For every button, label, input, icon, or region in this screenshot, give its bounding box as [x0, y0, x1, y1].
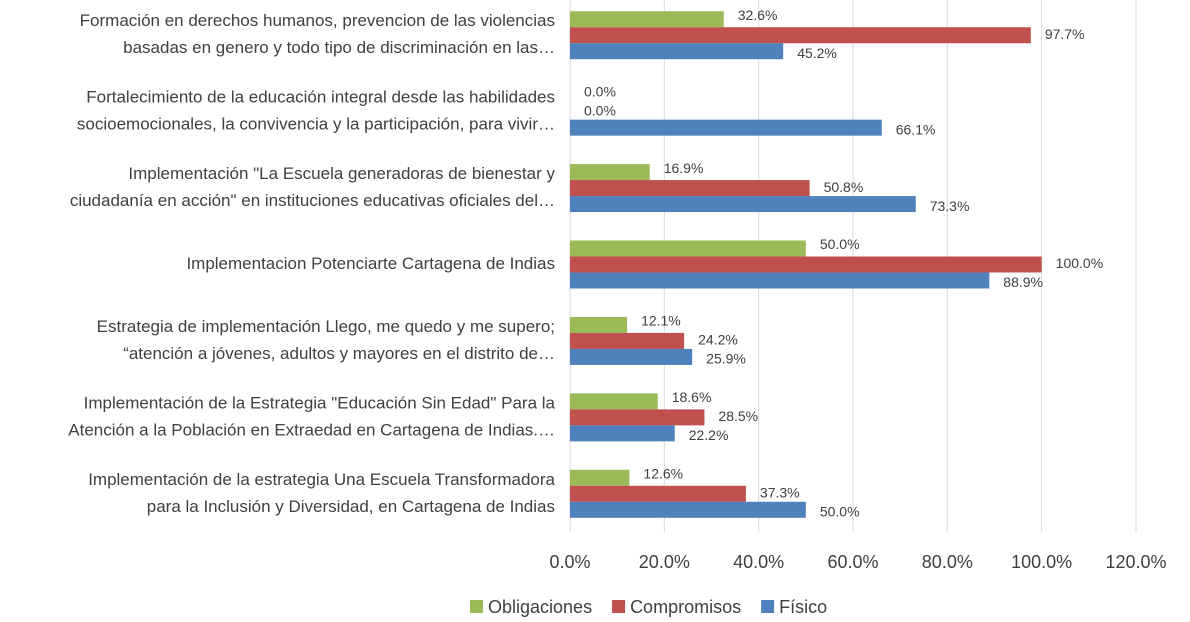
- category-label: Estrategia de implementación Llego, me q…: [97, 317, 555, 336]
- x-tick-label: 0.0%: [549, 552, 590, 572]
- value-label: 0.0%: [584, 102, 616, 118]
- value-label: 50.0%: [820, 503, 860, 519]
- bar: [570, 409, 705, 426]
- value-label: 32.6%: [738, 7, 778, 23]
- x-tick-label: 120.0%: [1105, 552, 1166, 572]
- bar: [570, 256, 1042, 273]
- value-label: 0.0%: [584, 83, 616, 99]
- category-label: Fortalecimiento de la educación integral…: [86, 88, 555, 107]
- legend-label: Físico: [779, 597, 827, 617]
- bar: [570, 332, 685, 349]
- category-label: para la Inclusión y Diversidad, en Carta…: [147, 497, 555, 516]
- x-tick-label: 80.0%: [922, 552, 973, 572]
- bar: [570, 164, 650, 181]
- x-tick-label: 60.0%: [827, 552, 878, 572]
- legend-swatch: [470, 600, 483, 613]
- bar: [570, 501, 806, 518]
- bar: [570, 11, 724, 28]
- bar: [570, 240, 806, 257]
- bar: [570, 27, 1031, 44]
- bar: [570, 196, 916, 213]
- bar: [570, 119, 882, 136]
- legend-swatch: [612, 600, 626, 613]
- category-label: Implementación de la estrategia Una Escu…: [88, 470, 555, 489]
- value-label: 66.1%: [896, 121, 936, 137]
- category-label: Formación en derechos humanos, prevencio…: [80, 11, 555, 30]
- legend-swatch: [761, 600, 775, 613]
- bar: [570, 180, 810, 197]
- value-label: 12.1%: [641, 313, 681, 329]
- bar: [570, 348, 693, 365]
- value-label: 88.9%: [1003, 274, 1043, 290]
- value-label: 24.2%: [698, 332, 738, 348]
- category-label: Implementacion Potenciarte Cartagena de …: [186, 254, 555, 273]
- x-tick-label: 100.0%: [1011, 552, 1072, 572]
- category-label: Implementación de la Estrategia "Educaci…: [84, 393, 556, 412]
- category-label: ciudadanía en acción" en instituciones e…: [70, 191, 555, 210]
- category-label: socioemocionales, la convivencia y la pa…: [77, 115, 555, 134]
- category-label: basadas en genero y todo tipo de discrim…: [123, 38, 555, 57]
- bar: [570, 425, 675, 442]
- value-label: 50.0%: [820, 236, 860, 252]
- value-label: 22.2%: [689, 427, 729, 443]
- category-label: Atención a la Población en Extraedad en …: [68, 420, 555, 439]
- bar: [570, 393, 658, 410]
- value-label: 28.5%: [718, 408, 758, 424]
- value-label: 50.8%: [824, 179, 864, 195]
- category-label: “atención a jóvenes, adultos y mayores e…: [123, 344, 555, 363]
- bar: [570, 469, 630, 486]
- legend-label: Obligaciones: [488, 597, 592, 617]
- value-label: 25.9%: [706, 351, 746, 367]
- value-label: 37.3%: [760, 484, 800, 500]
- value-label: 12.6%: [643, 465, 683, 481]
- category-label: Implementación "La Escuela generadoras d…: [128, 164, 555, 183]
- bar: [570, 485, 746, 502]
- value-label: 97.7%: [1045, 26, 1085, 42]
- x-tick-label: 20.0%: [639, 552, 690, 572]
- value-label: 16.9%: [664, 160, 704, 176]
- value-label: 18.6%: [672, 389, 712, 405]
- bar: [570, 316, 628, 333]
- bar: [570, 272, 990, 289]
- value-label: 73.3%: [930, 198, 970, 214]
- legend-label: Compromisos: [630, 597, 741, 617]
- bar: [570, 43, 784, 60]
- x-tick-label: 40.0%: [733, 552, 784, 572]
- value-label: 45.2%: [797, 45, 837, 61]
- value-label: 100.0%: [1056, 255, 1103, 271]
